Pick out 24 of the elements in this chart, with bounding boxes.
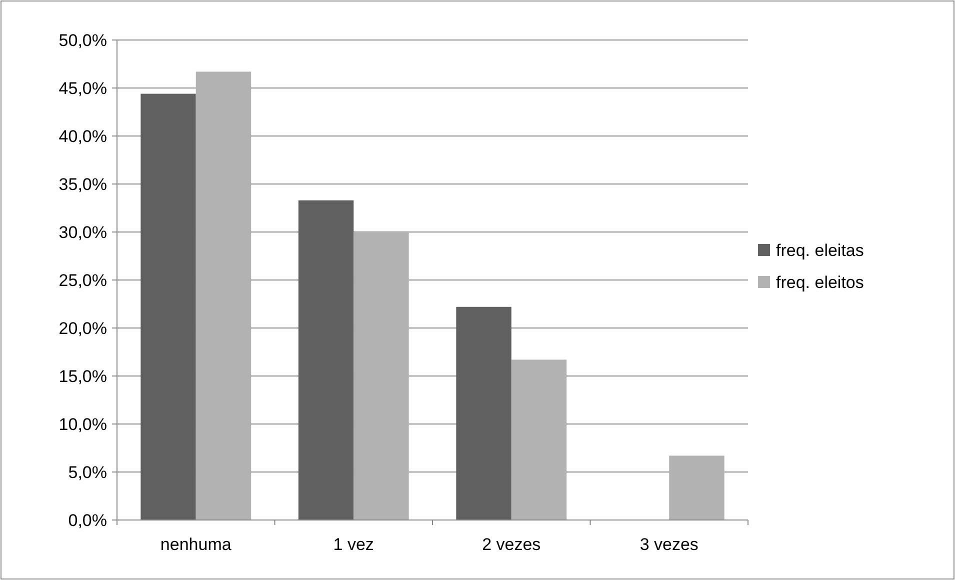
x-tick-label: 1 vez xyxy=(333,535,374,554)
y-tick-label: 45,0% xyxy=(58,78,107,98)
y-tick-label: 0,0% xyxy=(68,510,107,530)
bar xyxy=(456,306,512,520)
x-tick-label: nenhuma xyxy=(160,535,232,554)
bar xyxy=(511,360,567,520)
y-tick-label: 25,0% xyxy=(58,270,107,290)
y-tick-label: 5,0% xyxy=(68,462,107,482)
bar xyxy=(354,232,409,520)
y-tick-label: 50,0% xyxy=(58,30,107,50)
bar xyxy=(298,200,354,520)
bar xyxy=(669,456,724,520)
y-tick-label: 20,0% xyxy=(58,318,107,338)
x-tick-label: 2 vezes xyxy=(482,535,541,554)
y-tick-label: 35,0% xyxy=(58,174,107,194)
bar xyxy=(140,94,196,520)
y-tick-label: 30,0% xyxy=(58,222,107,242)
y-tick-label: 10,0% xyxy=(58,414,107,434)
y-tick-label: 15,0% xyxy=(58,366,107,386)
legend-label: freq. eleitas xyxy=(776,240,864,260)
legend-label: freq. eleitos xyxy=(776,272,864,292)
bar xyxy=(196,72,252,520)
y-tick-label: 40,0% xyxy=(58,126,107,146)
x-tick-label: 3 vezes xyxy=(640,535,698,554)
